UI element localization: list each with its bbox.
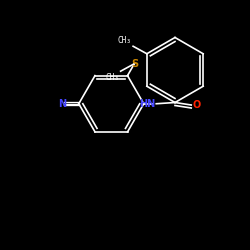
- Text: S: S: [131, 59, 138, 69]
- Text: CH₃: CH₃: [106, 73, 120, 82]
- Text: HN: HN: [139, 99, 155, 109]
- Text: O: O: [192, 100, 201, 110]
- Text: N: N: [58, 99, 66, 109]
- Text: CH₃: CH₃: [118, 36, 132, 45]
